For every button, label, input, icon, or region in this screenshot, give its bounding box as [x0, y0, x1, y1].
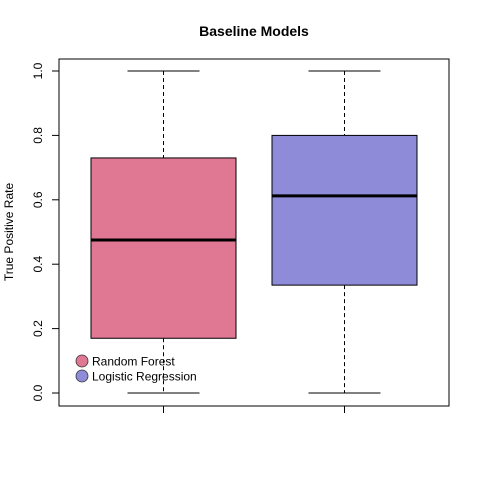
y-tick-label: 0.8 [31, 127, 45, 144]
y-tick-label: 0.2 [31, 320, 45, 337]
legend-label: Random Forest [92, 355, 175, 369]
y-tick-label: 0.6 [31, 191, 45, 208]
iqr-box [91, 158, 236, 338]
y-tick-label: 0.0 [31, 384, 45, 401]
legend-swatch [76, 370, 88, 382]
iqr-box [272, 135, 417, 285]
y-axis-label: True Positive Rate [2, 183, 16, 282]
legend-swatch [76, 355, 88, 367]
chart-title: Baseline Models [199, 23, 309, 39]
y-tick-label: 1.0 [31, 62, 45, 79]
legend-label: Logistic Regression [92, 370, 197, 384]
y-tick-label: 0.4 [31, 256, 45, 273]
